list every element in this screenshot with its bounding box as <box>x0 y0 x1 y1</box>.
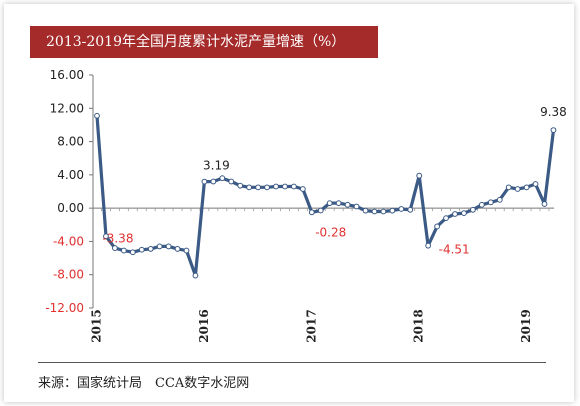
y-tick-label: -8.00 <box>53 268 84 282</box>
data-point <box>523 184 530 191</box>
data-point <box>443 215 449 222</box>
data-point <box>282 183 288 190</box>
data-point <box>219 175 226 182</box>
data-point <box>156 243 163 250</box>
data-point <box>434 223 441 230</box>
data-point <box>237 182 244 189</box>
data-point <box>291 183 297 190</box>
x-tick-label: 2019 <box>519 309 533 342</box>
data-point <box>112 245 118 251</box>
data-point <box>425 242 432 249</box>
data-point <box>452 211 458 217</box>
data-point <box>228 178 235 185</box>
series-polyline <box>95 115 556 278</box>
data-point <box>532 181 539 187</box>
data-point <box>461 210 467 217</box>
y-tick-label: 16.00 <box>50 68 84 82</box>
data-point <box>353 203 360 210</box>
data-point <box>192 272 199 279</box>
data-point <box>210 178 217 185</box>
data-point <box>407 206 414 213</box>
data-labels: -3.38 3.19 -0.28 -4.51 9.38 <box>102 105 566 257</box>
y-tick-label: -4.00 <box>53 234 84 248</box>
chart-title: 2013-2019年全国月度累计水泥产量增速（%） <box>30 26 378 58</box>
data-point <box>103 233 109 240</box>
data-point <box>299 186 306 192</box>
y-tick-label: 4.00 <box>57 168 84 182</box>
source-note: 来源：国家统计局 CCA数字水泥网 <box>38 376 250 391</box>
y-tick-label: 0.00 <box>57 201 84 215</box>
data-point <box>362 207 369 214</box>
series-line <box>95 115 556 278</box>
data-label: 3.19 <box>203 159 230 173</box>
data-point <box>317 207 324 214</box>
data-point <box>246 184 253 191</box>
data-point <box>273 183 279 190</box>
y-axis: -12.00 -8.00 -4.00 0.00 4.00 8.00 12.00 16.00 <box>45 68 94 315</box>
data-label: -3.38 <box>102 231 133 245</box>
data-points <box>94 112 557 279</box>
data-point <box>94 112 100 119</box>
data-point <box>389 207 396 214</box>
data-point <box>416 172 423 179</box>
data-point <box>326 200 333 207</box>
data-point <box>174 246 181 252</box>
x-axis: 2015 2016 2017 2018 2019 <box>90 207 554 343</box>
chart-card: 2013-2019年全国月度累计水泥产量增速（%） -12.00 -8.00 -4.… <box>4 4 574 402</box>
data-point <box>514 186 521 192</box>
data-point <box>344 201 351 208</box>
x-tick-label: 2018 <box>412 309 426 342</box>
data-point <box>541 201 548 207</box>
data-point <box>255 184 262 191</box>
data-point <box>308 209 315 216</box>
data-point <box>380 208 387 215</box>
x-tick-label: 2017 <box>304 309 318 342</box>
data-point <box>335 200 342 207</box>
data-point <box>505 184 512 191</box>
data-point <box>147 246 154 252</box>
data-point <box>120 247 127 254</box>
x-tick-label: 2015 <box>90 309 104 342</box>
data-point <box>165 243 172 250</box>
data-point <box>264 184 270 191</box>
data-label: -4.51 <box>439 243 470 257</box>
data-point <box>478 201 485 208</box>
y-tick-label: 12.00 <box>50 101 84 115</box>
data-point <box>470 206 476 213</box>
footer-divider <box>38 362 546 363</box>
y-tick-label: -12.00 <box>45 301 84 315</box>
data-point <box>129 249 136 256</box>
x-tick-label: 2016 <box>197 309 211 342</box>
data-point <box>550 127 557 133</box>
data-point <box>496 196 503 203</box>
line-chart: -12.00 -8.00 -4.00 0.00 4.00 8.00 12.00 16.00 2… <box>45 68 566 343</box>
y-tick-label: 8.00 <box>57 135 84 149</box>
data-point <box>138 246 145 253</box>
data-point <box>371 208 378 215</box>
data-point <box>183 247 190 254</box>
data-point <box>398 206 405 212</box>
data-label: -0.28 <box>315 225 346 239</box>
data-point <box>201 178 208 185</box>
data-label: 9.38 <box>540 105 567 119</box>
data-point <box>487 199 494 206</box>
